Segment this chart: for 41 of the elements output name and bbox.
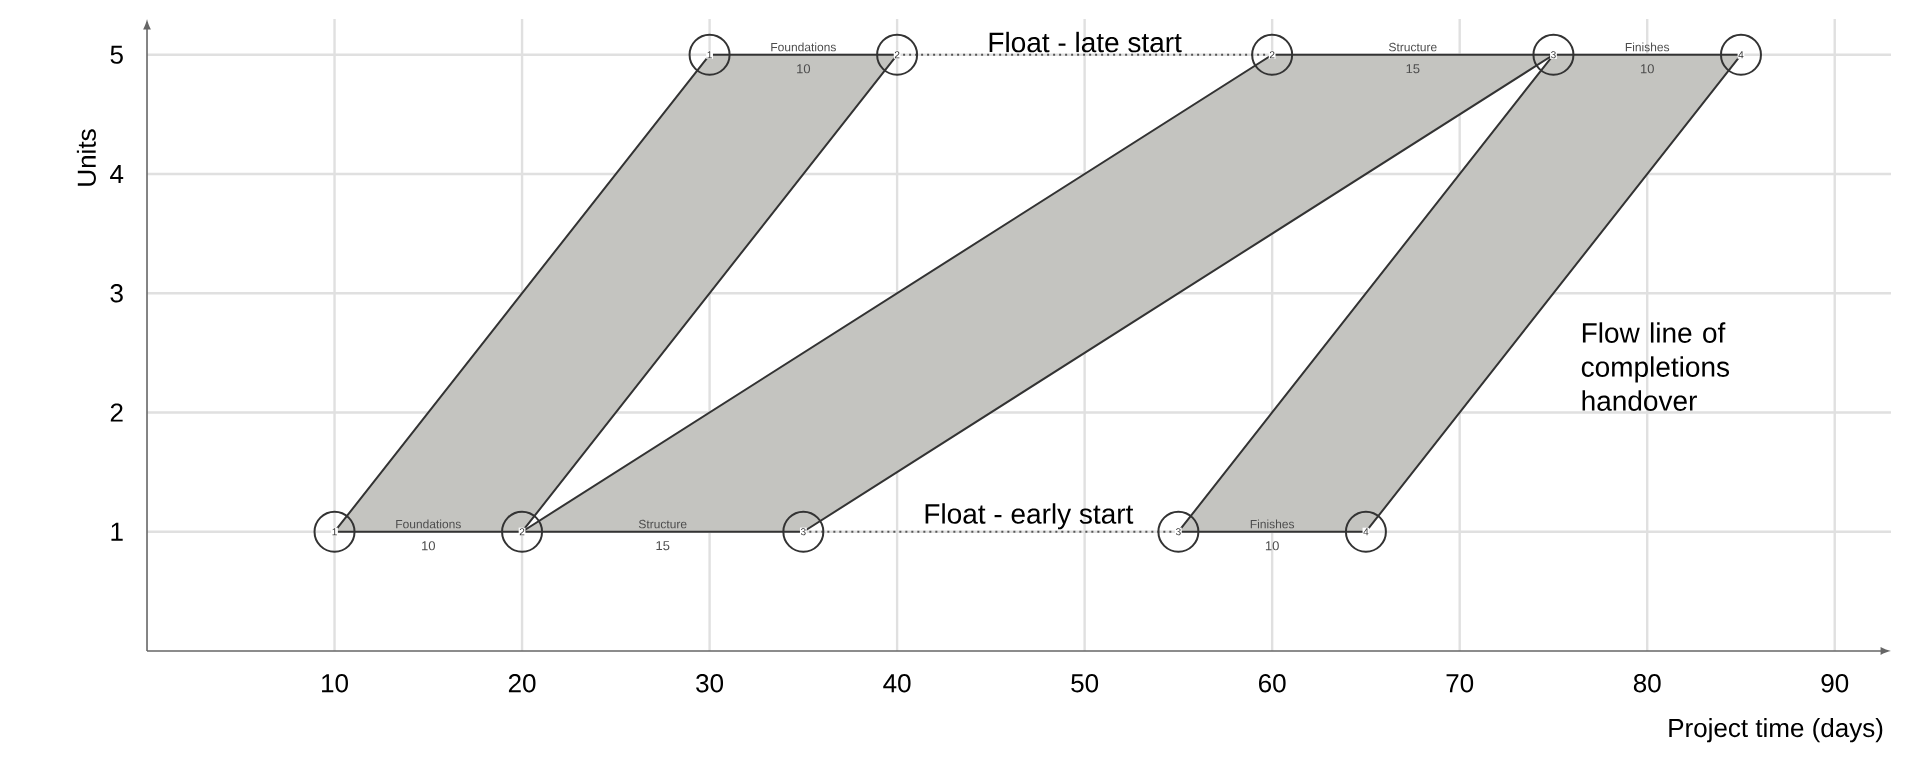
- y-axis-title: Units: [76, 129, 96, 186]
- annotation: Flow line of completions handover: [1581, 322, 1730, 411]
- annotation: 2: [519, 528, 525, 536]
- y-tick-label: 5: [110, 45, 123, 64]
- annotation: 10: [1265, 541, 1279, 551]
- annotation: 4: [1738, 51, 1744, 59]
- x-tick-label: 70: [1446, 674, 1474, 693]
- annotation: 2: [894, 51, 900, 59]
- annotation: Float - late start: [989, 31, 1182, 53]
- annotation: 2: [1269, 51, 1275, 59]
- x-tick-label: 40: [883, 674, 911, 693]
- y-tick-label: 3: [110, 284, 123, 303]
- annotation: 10: [1640, 64, 1654, 74]
- annotation: 4: [1363, 528, 1369, 536]
- y-tick-label: 2: [110, 403, 123, 422]
- annotation: Foundations: [771, 42, 836, 52]
- annotation: Foundations: [396, 519, 461, 529]
- x-axis-title: Project time (days): [1669, 718, 1883, 743]
- annotation: Float - early start: [925, 503, 1134, 530]
- x-tick-label: 30: [696, 674, 724, 693]
- annotation: 3: [1551, 51, 1556, 59]
- x-tick-label: 10: [322, 674, 348, 693]
- annotation: 15: [656, 541, 670, 551]
- annotation: 10: [422, 541, 436, 551]
- x-tick-label: 80: [1633, 674, 1661, 693]
- annotation: Finishes: [1250, 519, 1295, 529]
- x-tick-label: 50: [1071, 674, 1099, 693]
- x-tick-label: 90: [1821, 674, 1849, 693]
- annotation: Finishes: [1625, 42, 1670, 52]
- y-tick-label: 1: [111, 522, 123, 541]
- annotation: 3: [1175, 528, 1181, 536]
- annotation: 15: [1406, 64, 1420, 74]
- x-tick-label: 60: [1259, 674, 1286, 693]
- annotation: 3: [800, 528, 806, 536]
- annotation: Structure: [1388, 42, 1437, 52]
- y-tick-label: 4: [110, 165, 124, 183]
- annotation: Structure: [638, 519, 687, 529]
- annotation: 1: [332, 528, 337, 536]
- annotation: 10: [797, 64, 811, 74]
- x-tick-label: 20: [508, 674, 536, 693]
- annotation: 1: [707, 51, 712, 59]
